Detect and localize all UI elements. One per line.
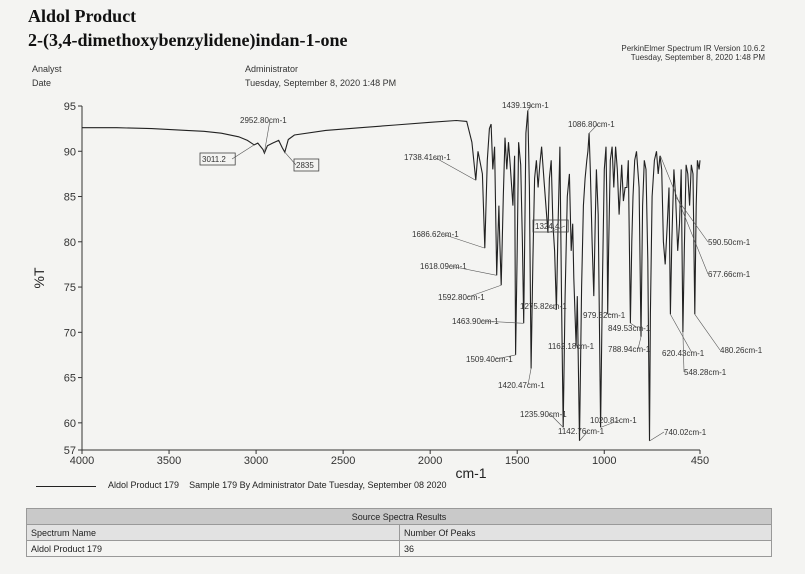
column-header-number-of-peaks: Number Of Peaks bbox=[399, 524, 772, 541]
date-value: Tuesday, September 8, 2020 1:48 PM bbox=[245, 78, 397, 88]
peak-leader bbox=[264, 119, 271, 154]
legend-series-label: Aldol Product 179 bbox=[108, 480, 180, 490]
peak-label: 740.02cm-1 bbox=[664, 428, 707, 437]
peak-leader bbox=[649, 431, 665, 442]
peak-leader bbox=[467, 284, 502, 298]
peak-leader bbox=[660, 155, 709, 275]
legend-entry: Aldol Product 179 Sample 179 By Administ… bbox=[108, 480, 447, 490]
legend-description: Sample 179 By Administrator Date Tuesday… bbox=[189, 480, 447, 490]
peak-leader bbox=[481, 320, 524, 324]
peak-label-box bbox=[532, 219, 569, 233]
y-tick-label: 60 bbox=[64, 418, 76, 430]
table-title: Source Spectra Results bbox=[26, 508, 772, 525]
y-tick-label: 90 bbox=[64, 146, 76, 158]
peak-leader bbox=[579, 430, 589, 442]
date-label: Date bbox=[32, 78, 52, 88]
peak-label: 979.52cm-1 bbox=[583, 311, 626, 320]
peak-leader bbox=[670, 314, 693, 354]
peak-label: 1086.80cm-1 bbox=[568, 120, 615, 129]
peak-leader bbox=[682, 332, 685, 373]
y-tick-label: 65 bbox=[64, 373, 76, 385]
y-tick-label: 75 bbox=[64, 282, 76, 294]
x-axis-label: cm-1 bbox=[455, 465, 486, 481]
software-version: PerkinElmer Spectrum IR Version 10.6.2 bbox=[621, 44, 765, 53]
x-tick-label: 1500 bbox=[505, 455, 529, 467]
peak-label-box bbox=[199, 152, 236, 166]
peak-label-box bbox=[293, 158, 320, 172]
peak-label: 548.28cm-1 bbox=[684, 368, 727, 377]
cell-number-of-peaks: 36 bbox=[399, 540, 772, 557]
x-tick-label: 450 bbox=[691, 455, 709, 467]
peak-label: 1592.80cm-1 bbox=[438, 293, 485, 302]
peak-leader bbox=[694, 314, 721, 351]
peak-label: 1275.82cm-1 bbox=[520, 302, 567, 311]
peak-label: 677.66cm-1 bbox=[708, 270, 751, 279]
peak-leader bbox=[441, 233, 485, 249]
peak-leader bbox=[231, 144, 255, 160]
peak-label: 1463.90cm-1 bbox=[452, 317, 499, 326]
peak-label: 1738.41cm-1 bbox=[404, 153, 451, 162]
y-tick-label: 80 bbox=[64, 237, 76, 249]
peak-label: 1439.19cm-1 bbox=[502, 101, 549, 110]
source-spectra-table: Source Spectra Results Spectrum Name Num… bbox=[26, 508, 772, 557]
column-header-spectrum-name: Spectrum Name bbox=[26, 524, 400, 541]
peak-label: 1235.90cm-1 bbox=[520, 410, 567, 419]
x-tick-label: 1000 bbox=[592, 455, 616, 467]
analyst-value: Administrator bbox=[245, 64, 299, 74]
page-title: Aldol Product bbox=[28, 6, 137, 26]
peak-label: 849.53cm-1 bbox=[608, 324, 651, 333]
peak-label: 1686.62cm-1 bbox=[412, 230, 459, 239]
peak-label: 2952.80cm-1 bbox=[240, 116, 287, 125]
peak-label: 3011.2 bbox=[202, 155, 226, 164]
peak-label: 1020.81cm-1 bbox=[590, 416, 637, 425]
peak-label: 788.94cm-1 bbox=[608, 345, 651, 354]
peak-leader bbox=[549, 305, 557, 310]
peak-label: 1162.18cm-1 bbox=[548, 342, 595, 351]
peak-label: 480.26cm-1 bbox=[720, 346, 763, 355]
peak-leader bbox=[527, 104, 533, 111]
table-row: Aldol Product 179 36 bbox=[26, 540, 772, 557]
peak-leader bbox=[527, 368, 532, 386]
peak-leader bbox=[549, 413, 564, 428]
cell-spectrum-name: Aldol Product 179 bbox=[26, 540, 400, 557]
peak-leader bbox=[607, 313, 614, 316]
software-date: Tuesday, September 8, 2020 1:48 PM bbox=[630, 53, 765, 62]
y-tick-label: 95 bbox=[64, 101, 76, 113]
peak-label: 1142.76cm-1 bbox=[558, 427, 605, 436]
compound-name: 2-(3,4-dimethoxybenzylidene)indan-1-one bbox=[28, 30, 348, 50]
legend-swatch bbox=[36, 486, 96, 487]
peak-leader bbox=[637, 336, 642, 350]
peak-leader bbox=[600, 419, 621, 428]
x-tick-label: 3000 bbox=[244, 455, 268, 467]
x-tick-label: 3500 bbox=[157, 455, 181, 467]
peak-label: 590.50cm-1 bbox=[708, 238, 751, 247]
analyst-label: Analyst bbox=[32, 64, 62, 74]
y-tick-label: 57 bbox=[64, 445, 76, 457]
x-tick-label: 2000 bbox=[418, 455, 442, 467]
x-tick-label: 2500 bbox=[331, 455, 355, 467]
peak-label: 1618.09cm-1 bbox=[420, 262, 467, 271]
spectrum-line bbox=[82, 110, 701, 441]
peak-leader bbox=[433, 156, 476, 181]
y-tick-label: 85 bbox=[64, 192, 76, 204]
peak-label: 1324.4 bbox=[535, 222, 560, 231]
peak-label: 1420.47cm-1 bbox=[498, 381, 545, 390]
peak-leader bbox=[588, 123, 599, 134]
peak-leader bbox=[495, 354, 516, 360]
peak-label: 1509.40cm-1 bbox=[466, 355, 513, 364]
y-axis-label: %T bbox=[31, 267, 47, 288]
peak-leader bbox=[449, 265, 497, 276]
y-tick-label: 70 bbox=[64, 327, 76, 339]
peak-label: 2835 bbox=[296, 161, 314, 170]
peak-leader bbox=[675, 196, 709, 243]
x-tick-label: 4000 bbox=[70, 455, 94, 467]
peak-leader bbox=[630, 323, 639, 329]
